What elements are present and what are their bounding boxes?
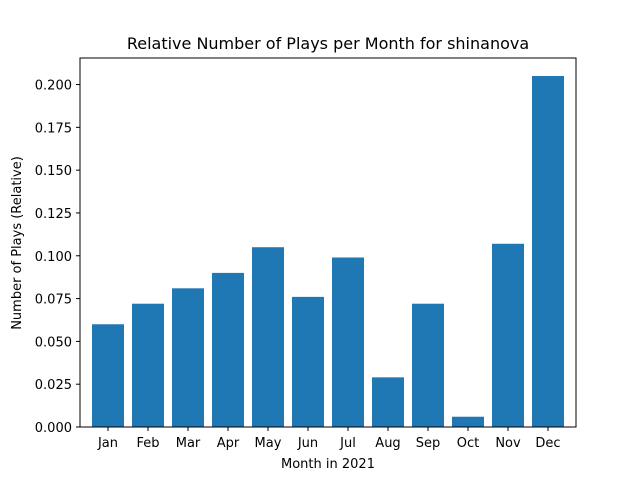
x-tick-label-jul: Jul: [339, 436, 356, 451]
y-tick-label: 0.125: [35, 207, 72, 222]
y-tick-label: 0.025: [35, 378, 72, 393]
bar-dec: [532, 75, 564, 427]
y-tick-label: 0.100: [35, 250, 72, 265]
bar-nov: [492, 243, 524, 427]
y-tick-label: 0.175: [35, 121, 72, 136]
y-axis-label: Number of Plays (Relative): [10, 156, 25, 330]
x-tick-label-may: May: [255, 436, 282, 451]
bar-aug: [372, 377, 404, 427]
x-tick-label-jun: Jun: [297, 436, 318, 451]
bar-mar: [172, 288, 204, 427]
x-tick-label-feb: Feb: [136, 436, 159, 451]
y-tick-label: 0.075: [35, 293, 72, 308]
x-tick-label-aug: Aug: [375, 436, 400, 451]
x-tick-label-apr: Apr: [217, 436, 240, 451]
x-axis-label: Month in 2021: [281, 457, 375, 472]
bar-jan: [92, 324, 124, 427]
bar-sep: [412, 303, 444, 427]
x-tick-label-jan: Jan: [97, 436, 118, 451]
y-tick-label: 0.050: [35, 335, 72, 350]
x-tick-label-mar: Mar: [176, 436, 201, 451]
bar-oct: [452, 416, 484, 427]
y-tick-label: 0.000: [35, 421, 72, 436]
x-tick-label-sep: Sep: [416, 436, 441, 451]
chart-title: Relative Number of Plays per Month for s…: [127, 34, 529, 53]
bar-jun: [292, 296, 324, 427]
bar-feb: [132, 303, 164, 427]
x-tick-label-oct: Oct: [457, 436, 479, 451]
x-tick-label-nov: Nov: [495, 436, 521, 451]
x-tick-label-dec: Dec: [535, 436, 560, 451]
plot-area: Jan Feb Mar Apr May Jun Jul Aug Sep Oct Nov Dec 0.00…: [35, 57, 577, 451]
bar-apr: [212, 272, 244, 427]
bar-may: [252, 247, 284, 427]
bar-jul: [332, 257, 364, 427]
plot-frame: [79, 57, 577, 428]
y-tick-label: 0.200: [35, 79, 72, 94]
y-tick-label: 0.150: [35, 164, 72, 179]
